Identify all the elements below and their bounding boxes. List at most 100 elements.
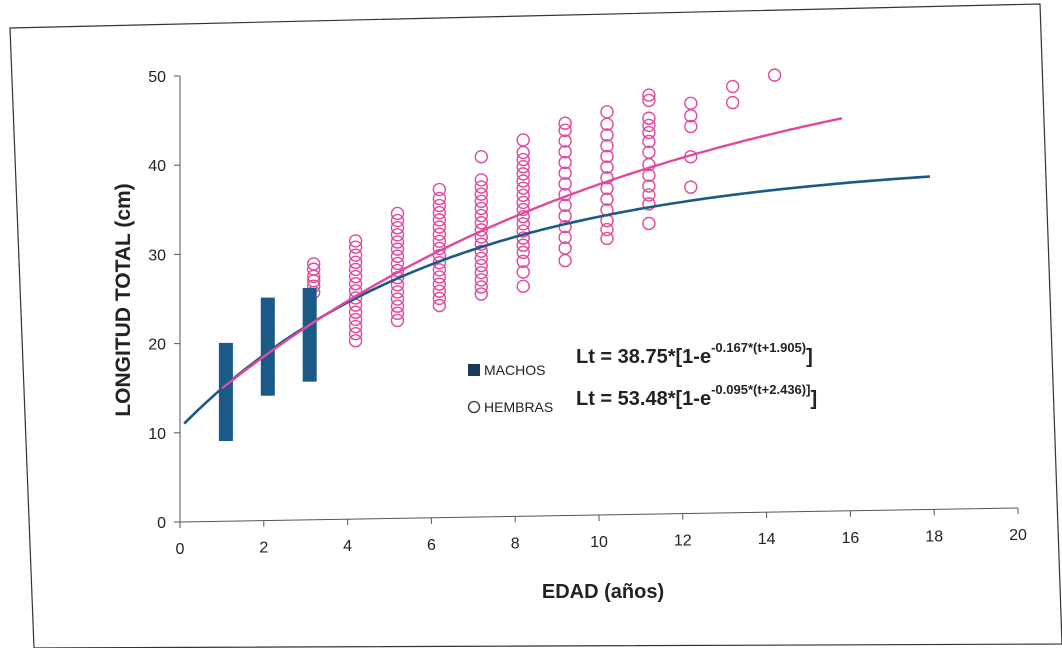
hembras-point	[600, 192, 614, 206]
x-tick-label: 8	[511, 535, 520, 552]
hembras-point	[558, 166, 572, 180]
hembras-point	[348, 326, 363, 341]
hembras-point	[348, 319, 363, 334]
hembras-point	[474, 258, 488, 273]
hembras-point	[642, 118, 656, 133]
machos-range-bars	[218, 287, 317, 442]
x-axis-title: EDAD (años)	[542, 581, 664, 603]
machos-equation-exponent: -0.167*(t+1.905)	[711, 340, 806, 355]
hembras-point	[642, 145, 656, 159]
hembras-point	[432, 191, 447, 206]
legend-hembras-equation: Lt = 53.48*[1-e-0.095*(t+2.436)]]	[576, 382, 817, 410]
hembras-point	[432, 270, 447, 284]
hembras-points	[307, 68, 782, 348]
hembras-point	[432, 298, 447, 313]
y-tick-label: 0	[157, 515, 166, 532]
hembras-point	[432, 182, 447, 197]
hembras-point	[432, 284, 447, 298]
legend-hembras-label: HEMBRAS	[484, 399, 553, 415]
hembras-point	[474, 280, 488, 294]
hembras-point	[558, 241, 572, 255]
hembras-point	[390, 313, 405, 328]
hembras-point	[474, 244, 488, 258]
hembras-point	[516, 217, 530, 231]
hembras-point	[390, 256, 405, 271]
hembras-point	[516, 238, 530, 252]
machos-range-bar	[260, 297, 275, 396]
x-tick-label: 14	[758, 531, 776, 548]
hembras-point	[642, 216, 656, 231]
hembras-point	[432, 234, 447, 248]
y-tick-group: 0 10 20 30 40 50	[148, 69, 180, 532]
hembras-point	[516, 174, 530, 188]
hembras-point	[432, 213, 447, 227]
hembras-point	[558, 145, 572, 159]
hembras-point	[348, 248, 363, 262]
hembras-point	[432, 277, 447, 291]
hembras-point	[516, 181, 530, 195]
machos-range-bar	[302, 287, 317, 382]
hembras-point	[307, 257, 321, 271]
hembras-point	[348, 234, 363, 248]
hembras-point	[516, 133, 530, 147]
x-tick-label: 18	[925, 528, 943, 545]
hembras-point	[432, 206, 447, 220]
legend-machos-equation: Lt = 38.75*[1-e-0.167*(t+1.905)]	[576, 340, 813, 368]
hembras-point	[600, 128, 614, 142]
hembras-point	[600, 160, 614, 174]
hembras-point	[474, 187, 488, 201]
hembras-equation-main: Lt = 53.48*[1-e	[576, 388, 711, 410]
chart-border	[9, 3, 1062, 649]
hembras-point	[684, 180, 698, 194]
hembras-equation-exponent: -0.095*(t+2.436)]	[711, 382, 810, 397]
x-tick-group: 0 2 4 6 8 10 12 14 16 18 20	[176, 508, 1027, 558]
hembras-point	[558, 116, 572, 130]
hembras-point	[558, 134, 572, 148]
hembras-point	[390, 306, 405, 321]
x-tick-label: 20	[1009, 527, 1027, 544]
y-tick-label: 20	[148, 337, 166, 354]
hembras-point	[516, 188, 530, 202]
hembras-point	[348, 269, 363, 284]
hembras-point	[600, 105, 614, 119]
hembras-point	[390, 221, 405, 235]
hembras-point	[516, 224, 530, 238]
hembras-point	[474, 208, 488, 223]
x-tick-label: 16	[842, 530, 860, 547]
hembras-point	[474, 150, 488, 164]
hembras-point	[684, 119, 698, 134]
hembras-point	[558, 123, 572, 138]
hembras-point	[600, 149, 614, 164]
hembras-point	[642, 168, 656, 183]
hembras-point	[432, 291, 447, 306]
hembras-point	[642, 188, 656, 202]
hembras-point	[474, 265, 488, 280]
hembras-point	[516, 254, 530, 268]
hembras-growth-curve	[221, 117, 843, 390]
machos-range-bar	[218, 342, 233, 442]
hembras-equation-close: ]	[810, 388, 817, 410]
y-tick-label: 40	[148, 158, 166, 175]
hembras-point	[474, 223, 488, 237]
hembras-point	[348, 291, 363, 305]
hembras-point	[474, 287, 488, 301]
x-tick-label: 2	[259, 540, 268, 557]
hembras-point	[558, 155, 572, 170]
hembras-point	[558, 177, 572, 191]
hembras-point	[348, 305, 363, 319]
hembras-point	[726, 79, 740, 94]
hembras-point	[432, 263, 447, 277]
y-tick-label: 10	[148, 426, 166, 443]
hembras-point	[474, 180, 488, 194]
hembras-point	[390, 242, 405, 256]
hembras-point	[642, 179, 656, 193]
hembras-point	[390, 228, 405, 242]
hembras-point	[516, 152, 530, 167]
hembras-point	[558, 209, 572, 223]
hembras-point	[390, 235, 405, 249]
y-axis-title: LONGITUD TOTAL (cm)	[112, 183, 135, 416]
hembras-point	[474, 216, 488, 230]
hembras-point	[390, 299, 405, 313]
hembras-point	[726, 95, 740, 110]
